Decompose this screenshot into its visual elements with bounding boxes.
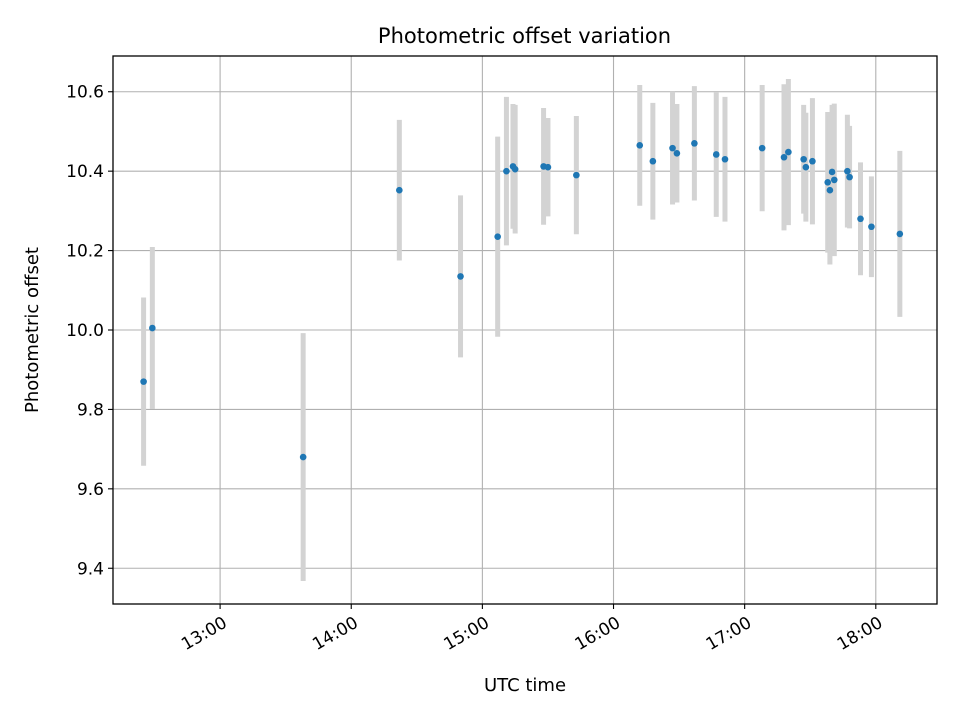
data-point: [826, 186, 834, 194]
data-point: [800, 155, 807, 163]
y-tick-label: 10.0: [66, 321, 104, 341]
data-point: [636, 142, 644, 149]
axis-ticks: 13:00 14:00 15:00 16:00 17:00 18:009.49.69.81…: [66, 83, 886, 655]
grid-lines: [113, 56, 937, 604]
data-point: [149, 324, 156, 332]
data-point: [494, 233, 501, 240]
data-point: [824, 178, 832, 186]
data-point: [396, 186, 403, 194]
y-tick-label: 10.2: [66, 242, 104, 262]
data-point: [299, 453, 307, 461]
data-point: [544, 163, 552, 171]
data-point: [140, 378, 147, 385]
data-point: [691, 140, 698, 147]
data-point: [844, 167, 851, 175]
y-tick-label: 9.4: [77, 559, 104, 579]
data-point: [780, 153, 788, 161]
y-tick-label: 10.6: [66, 83, 104, 103]
data-point: [673, 149, 681, 157]
x-axis-title: UTC time: [484, 675, 566, 696]
chart-title: Photometric offset variation: [378, 24, 671, 48]
data-point: [857, 215, 864, 223]
y-tick-label: 9.6: [77, 480, 104, 500]
data-point: [511, 165, 519, 173]
data-point: [785, 148, 792, 156]
data-point: [457, 273, 464, 280]
y-tick-label: 10.4: [66, 162, 104, 182]
data-point: [828, 168, 836, 176]
data-point: [809, 157, 816, 165]
data-points: [140, 140, 904, 461]
data-point: [868, 223, 875, 231]
y-axis-title: Photometric offset: [22, 247, 43, 413]
data-point: [721, 155, 729, 163]
data-point: [758, 144, 766, 152]
y-tick-label: 9.8: [77, 400, 104, 420]
data-point: [712, 151, 720, 158]
data-point: [649, 157, 657, 165]
data-point: [846, 173, 853, 181]
data-point: [669, 144, 676, 152]
data-point: [830, 176, 838, 184]
data-point: [896, 230, 904, 238]
data-point: [802, 163, 810, 171]
data-point: [503, 167, 510, 175]
data-point: [573, 171, 580, 179]
